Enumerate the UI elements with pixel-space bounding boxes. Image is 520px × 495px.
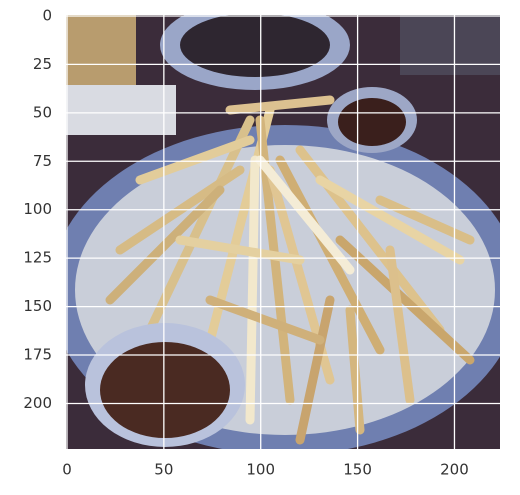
x-tick-label: 200 (440, 461, 469, 479)
fry (345, 305, 365, 435)
y-tick-label: 150 (23, 297, 52, 315)
y-tick-label: 100 (23, 200, 52, 218)
photo (66, 15, 500, 449)
axes: 0 50 100 150 200 0 25 50 75 100 125 150 175 200 (23, 6, 500, 479)
y-tick-label: 125 (23, 249, 52, 267)
fry (225, 95, 335, 115)
x-tick-label: 100 (246, 461, 275, 479)
fry (275, 155, 385, 355)
fry (105, 185, 225, 305)
y-tick-label: 50 (33, 103, 52, 121)
fry (245, 155, 260, 425)
y-tick-label: 200 (23, 394, 52, 412)
sauce-cup (338, 98, 406, 146)
fry (315, 175, 465, 265)
x-tick-label: 50 (154, 461, 173, 479)
x-tick-label: 150 (343, 461, 372, 479)
corner (400, 15, 500, 75)
dip-bowl (100, 342, 230, 438)
fry (255, 155, 355, 275)
x-tick-label: 0 (62, 461, 72, 479)
fry (295, 295, 335, 445)
fry (175, 235, 305, 265)
fry (145, 115, 255, 335)
fry (135, 135, 255, 185)
upper-bowl-inside (180, 15, 330, 77)
y-tick-label: 25 (33, 55, 52, 73)
fry (385, 245, 415, 405)
fry (335, 235, 475, 365)
napkin (66, 85, 176, 135)
y-tick-label: 175 (23, 346, 52, 364)
y-tick-label: 75 (33, 152, 52, 170)
y-tick-label: 0 (42, 6, 52, 24)
